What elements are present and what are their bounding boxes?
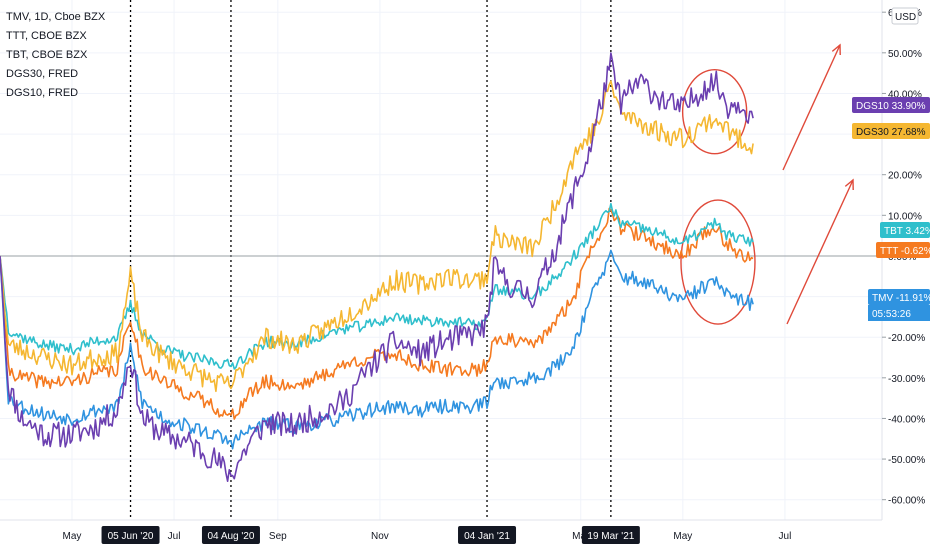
- last-value-label-tbt: TBT 3.42%: [884, 226, 932, 237]
- x-tick-label: 19 Mar '21: [587, 531, 634, 542]
- highlight-circle: [680, 199, 756, 325]
- series-line-dgs30: [0, 80, 754, 393]
- last-value-label-dgs10: DGS10 33.90%: [856, 101, 926, 112]
- y-tick-label: -20.00%: [888, 333, 925, 344]
- last-value-badge-ttt: [876, 242, 930, 258]
- y-tick-label: 20.00%: [888, 171, 922, 182]
- date-marker-lines: [129, 0, 612, 520]
- y-axis: 60.00%50.00%40.00%30.00%20.00%10.00%0.00…: [881, 0, 925, 520]
- legend-dgs10[interactable]: DGS10, FRED: [6, 87, 79, 99]
- x-axis: May 05 Jun '20 Jul 04 Aug '20 Sep Nov 04 Jan '…: [0, 519, 882, 544]
- x-tick-label: Jul: [779, 531, 792, 542]
- y-tick-label: -30.00%: [888, 374, 925, 385]
- series-lines: [0, 52, 754, 482]
- x-tick-highlight-box: [581, 526, 640, 544]
- y-tick-label: 50.00%: [888, 49, 922, 60]
- series-line-ttt: [0, 207, 754, 420]
- x-tick-label: 05 Jun '20: [108, 531, 154, 542]
- highlight-circle: [681, 69, 748, 155]
- x-tick-label: Nov: [371, 531, 389, 542]
- annotations: [680, 43, 854, 325]
- last-value-label-dgs30: DGS30 27.68%: [856, 127, 926, 138]
- last-value-label-ttt: TTT -0.62%: [880, 246, 932, 257]
- x-tick-label: 04 Jan '21: [464, 531, 510, 542]
- trend-arrow-head: [831, 43, 841, 56]
- last-value-badge-dgs10: [852, 97, 930, 113]
- x-tick-highlight-box: [458, 526, 517, 544]
- last-value-badges: DGS10 33.90% DGS30 27.68% TBT 3.42% TTT -0.…: [852, 97, 932, 321]
- currency-box: [891, 7, 919, 25]
- y-tick-label: 10.00%: [888, 211, 922, 222]
- trend-arrow-head: [844, 178, 854, 191]
- trend-arrow-shaft: [782, 44, 841, 171]
- y-tick-label: -50.00%: [888, 455, 925, 466]
- x-tick-label: Jul: [168, 531, 181, 542]
- last-value-label-tmv: TMV -11.91%: [872, 293, 932, 304]
- legend-tbt[interactable]: TBT, CBOE BZX: [6, 49, 88, 61]
- y-tick-label: -60.00%: [888, 496, 925, 507]
- series-line-tmv: [0, 249, 754, 450]
- trend-arrow-shaft: [786, 179, 854, 325]
- last-value-badge-dgs30: [852, 123, 930, 139]
- legend-ttt[interactable]: TTT, CBOE BZX: [6, 30, 87, 42]
- countdown-box: [868, 305, 930, 321]
- countdown-label: 05:53:26: [872, 309, 911, 320]
- x-tick-label: 04 Aug '20: [207, 531, 254, 542]
- x-tick-label: Mar: [572, 531, 590, 542]
- series-line-tbt: [0, 202, 754, 370]
- legend-tmv[interactable]: TMV, 1D, Cboe BZX: [6, 11, 106, 23]
- last-value-badge-tmv: [868, 289, 930, 305]
- x-tick-label: May: [63, 531, 82, 542]
- series-line-dgs10: [0, 52, 754, 482]
- currency-label: USD: [895, 12, 916, 23]
- last-value-badge-tbt: [880, 222, 930, 238]
- chart-legend: TMV, 1D, Cboe BZX TTT, CBOE BZX TBT, CBO…: [6, 8, 105, 103]
- legend-dgs30[interactable]: DGS30, FRED: [6, 68, 79, 80]
- x-tick-highlight-box: [201, 526, 260, 544]
- x-tick-label: May: [673, 531, 692, 542]
- x-tick-label: Sep: [269, 531, 287, 542]
- x-tick-highlight-box: [101, 526, 160, 544]
- y-tick-label: 40.00%: [888, 89, 922, 100]
- y-tick-label: -40.00%: [888, 414, 925, 425]
